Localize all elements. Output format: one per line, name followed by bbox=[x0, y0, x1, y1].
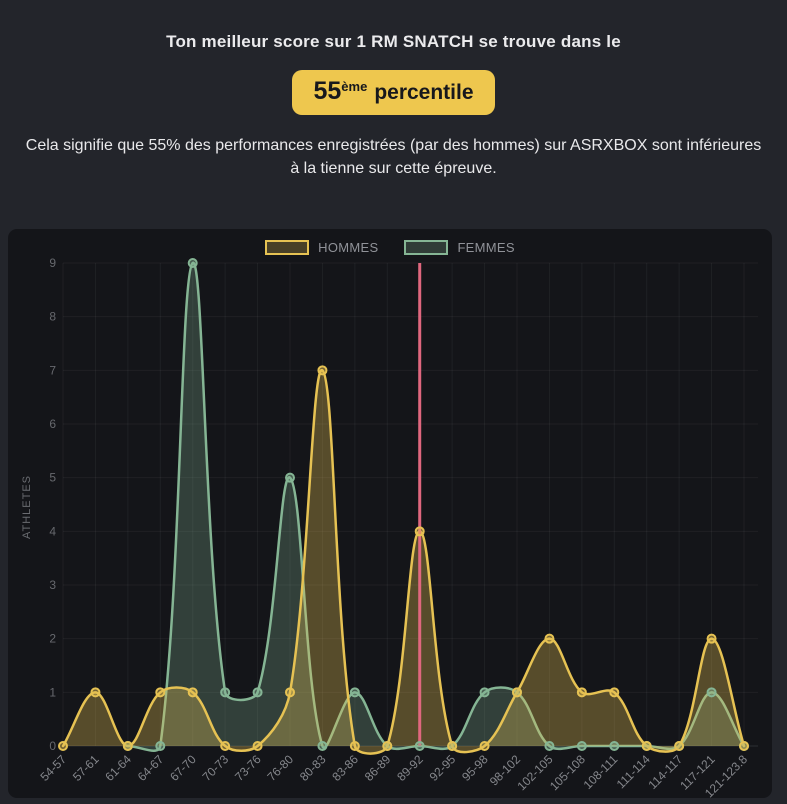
svg-text:61-64: 61-64 bbox=[102, 752, 134, 784]
svg-text:0: 0 bbox=[49, 739, 56, 753]
svg-text:1: 1 bbox=[49, 685, 56, 699]
data-point[interactable] bbox=[220, 687, 231, 698]
legend-label-femmes: FEMMES bbox=[457, 240, 515, 255]
data-point[interactable] bbox=[285, 687, 295, 698]
x-axis-labels: 54-57 57-61 61-64 64-67 67-70 70-73 73-76 76-80… bbox=[38, 752, 751, 798]
distribution-chart[interactable]: 0 1 2 3 4 5 6 7 8 9 ATHLETES 54-57 57-61 61-64 64-67 67… bbox=[8, 229, 772, 798]
svg-text:57-61: 57-61 bbox=[70, 752, 102, 784]
svg-text:8: 8 bbox=[49, 310, 56, 324]
data-point[interactable] bbox=[252, 741, 263, 751]
svg-text:54-57: 54-57 bbox=[38, 752, 70, 784]
percentile-description: Cela signifie que 55% des performances e… bbox=[25, 137, 762, 177]
y-axis-title: ATHLETES bbox=[21, 475, 33, 539]
svg-text:4: 4 bbox=[49, 524, 56, 538]
svg-text:64-67: 64-67 bbox=[135, 752, 167, 784]
data-point[interactable] bbox=[382, 741, 393, 751]
svg-text:108-111: 108-111 bbox=[581, 752, 621, 792]
percentile-badge: 55ème percentile bbox=[292, 70, 495, 115]
svg-text:111-114: 111-114 bbox=[614, 752, 653, 791]
svg-text:6: 6 bbox=[49, 417, 56, 431]
svg-text:5: 5 bbox=[49, 471, 56, 485]
data-point[interactable] bbox=[641, 741, 652, 751]
svg-text:73-76: 73-76 bbox=[232, 752, 264, 784]
data-point[interactable] bbox=[414, 741, 425, 751]
data-point[interactable] bbox=[739, 741, 749, 751]
svg-text:2: 2 bbox=[49, 632, 56, 646]
legend-label-hommes: HOMMES bbox=[318, 240, 379, 255]
data-point[interactable] bbox=[706, 687, 717, 698]
svg-text:9: 9 bbox=[49, 256, 56, 270]
svg-text:92-95: 92-95 bbox=[427, 752, 459, 784]
svg-text:76-80: 76-80 bbox=[265, 752, 297, 784]
badge-container: 55ème percentile bbox=[0, 70, 787, 115]
legend-item-hommes[interactable]: HOMMES bbox=[265, 240, 378, 255]
data-point[interactable] bbox=[285, 472, 295, 483]
data-point[interactable] bbox=[220, 741, 231, 751]
data-point[interactable] bbox=[479, 687, 490, 698]
series-hommes bbox=[61, 369, 746, 755]
svg-text:86-89: 86-89 bbox=[362, 752, 394, 784]
data-point[interactable] bbox=[155, 741, 166, 751]
data-point[interactable] bbox=[512, 687, 522, 698]
percentile-ordinal-suffix: ème bbox=[341, 79, 368, 94]
data-point[interactable] bbox=[122, 741, 133, 751]
data-point[interactable] bbox=[576, 741, 587, 751]
legend-swatch-hommes bbox=[265, 240, 310, 255]
data-point[interactable] bbox=[576, 687, 587, 698]
data-point[interactable] bbox=[317, 365, 328, 376]
page-title: Ton meilleur score sur 1 RM SNATCH se tr… bbox=[166, 32, 621, 51]
data-point[interactable] bbox=[349, 687, 360, 698]
data-point[interactable] bbox=[544, 741, 555, 751]
data-point[interactable] bbox=[349, 741, 360, 751]
data-point[interactable] bbox=[674, 741, 685, 751]
data-point[interactable] bbox=[414, 526, 425, 537]
svg-text:70-73: 70-73 bbox=[200, 752, 232, 784]
data-point[interactable] bbox=[187, 258, 198, 268]
chart-panel: 0 1 2 3 4 5 6 7 8 9 ATHLETES 54-57 57-61 61-64 64-67 67… bbox=[8, 229, 772, 798]
percentile-value: 55 bbox=[313, 77, 342, 105]
svg-text:7: 7 bbox=[49, 363, 56, 377]
percentile-label: percentile bbox=[374, 81, 474, 104]
data-point[interactable] bbox=[58, 741, 68, 751]
svg-text:83-86: 83-86 bbox=[329, 752, 361, 784]
data-point[interactable] bbox=[609, 741, 620, 751]
data-point[interactable] bbox=[317, 741, 328, 751]
data-point[interactable] bbox=[252, 687, 263, 698]
data-point[interactable] bbox=[479, 741, 490, 751]
svg-text:105-108: 105-108 bbox=[547, 752, 588, 793]
legend-item-femmes[interactable]: FEMMES bbox=[404, 240, 515, 255]
data-point[interactable] bbox=[187, 687, 198, 698]
chart-legend: HOMMES FEMMES bbox=[8, 240, 772, 255]
svg-text:89-92: 89-92 bbox=[394, 752, 426, 784]
svg-text:67-70: 67-70 bbox=[167, 752, 199, 784]
data-point[interactable] bbox=[155, 687, 166, 698]
legend-swatch-femmes bbox=[404, 240, 449, 255]
svg-text:3: 3 bbox=[49, 578, 56, 592]
data-point[interactable] bbox=[609, 687, 620, 698]
data-point[interactable] bbox=[90, 687, 101, 698]
data-point[interactable] bbox=[706, 633, 717, 644]
y-axis-labels: 0 1 2 3 4 5 6 7 8 9 bbox=[49, 256, 56, 753]
points-hommes[interactable] bbox=[58, 365, 749, 751]
data-point[interactable] bbox=[544, 633, 555, 644]
series-femmes bbox=[126, 261, 746, 752]
svg-text:80-83: 80-83 bbox=[297, 752, 329, 784]
data-point[interactable] bbox=[447, 741, 458, 751]
